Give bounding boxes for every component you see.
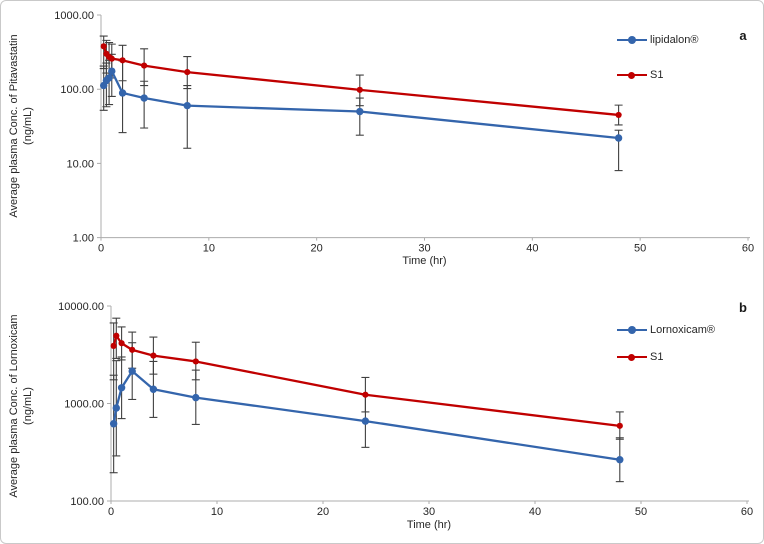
y-axis-tick-label: 100.00 <box>70 496 104 508</box>
x-axis-tick-label: 10 <box>211 506 223 518</box>
s1-data-point-marker <box>616 422 623 429</box>
s1-data-point-marker <box>110 342 117 349</box>
y-axis-tick-label: 100.00 <box>60 84 94 96</box>
s1-data-point-marker <box>118 340 125 347</box>
x-axis-tick-label: 50 <box>634 243 646 255</box>
chart-a-y-axis-title: Average plasma Conc. of Pitavastatin (ng… <box>7 6 35 246</box>
lornoxicam-data-point-marker <box>361 417 370 425</box>
chart-b-x-axis-title: Time (hr) <box>406 519 452 531</box>
chart-b-plot-area: 10000.00 1000.00 100.00 0 10 20 30 40 50 60 <box>58 301 753 518</box>
y-axis-tick-label: 1000.00 <box>54 10 94 22</box>
chart-a-y-axis-title-line1: Average plasma Conc. of Pitavastatin <box>8 34 20 218</box>
x-axis-tick-label: 0 <box>108 506 114 518</box>
legend-item-s1-b: S1 <box>617 350 663 364</box>
s1-data-point-marker <box>184 69 191 76</box>
panel-a-letter: a <box>739 28 747 43</box>
legend-label-lipidalon: lipidalon® <box>650 34 699 46</box>
x-axis-tick-label: 10 <box>203 243 215 255</box>
lipidalon-data-point-marker <box>140 94 148 102</box>
chart-b-y-axis-title: Average plasma Conc. of Lornoxicam (ng/m… <box>7 286 35 526</box>
s1-data-point-marker <box>356 86 363 93</box>
legend-label-lornoxicam: Lornoxicam® <box>650 324 715 336</box>
y-axis-tick-label: 10000.00 <box>58 301 104 313</box>
y-axis-tick-label: 1.00 <box>73 233 94 245</box>
x-axis-tick-label: 30 <box>418 243 430 255</box>
lornoxicam-data-point-marker <box>112 404 121 412</box>
legend-item-lipidalon: lipidalon® <box>617 33 698 47</box>
s1-data-point-marker <box>129 346 136 353</box>
panel-b-letter: b <box>739 300 747 315</box>
s1-data-point-marker <box>141 62 148 69</box>
x-axis-tick-label: 60 <box>741 506 753 518</box>
panel-b: 10000.00 1000.00 100.00 0 10 20 30 40 50 60 Avera… <box>1 273 763 543</box>
x-axis-tick-label: 50 <box>635 506 647 518</box>
s1-data-point-marker <box>362 391 369 398</box>
lipidalon-data-point-marker <box>614 134 623 142</box>
lipidalon-data-point-marker <box>118 89 127 97</box>
x-axis-tick-label: 20 <box>311 243 323 255</box>
s1-data-point-marker <box>615 111 622 119</box>
chart-a-y-axis-title-line2: (ng/mL) <box>22 107 34 145</box>
lornoxicam-data-point-marker <box>117 384 126 392</box>
s1-data-point-marker <box>113 332 120 339</box>
s1-data-point-marker <box>192 358 199 365</box>
s1-data-point-marker <box>100 43 107 50</box>
legend-item-lornoxicam: Lornoxicam® <box>617 323 715 337</box>
s1-b-legend-marker-icon <box>617 350 647 364</box>
x-axis-tick-label: 20 <box>317 506 329 518</box>
lipidalon-data-point-marker <box>356 107 364 116</box>
x-axis-tick-label: 30 <box>423 506 435 518</box>
panel-a: 1000.00 100.00 10.00 1.00 0 10 20 30 40 50 60 Aver… <box>1 1 763 273</box>
s1-data-point-marker <box>119 57 126 64</box>
lipidalon-series-line <box>102 70 620 140</box>
s1-a-legend-marker-icon <box>617 68 647 82</box>
lornoxicam-data-point-marker <box>149 385 158 393</box>
legend-item-s1-a: S1 <box>617 68 663 82</box>
lornoxicam-data-point-marker <box>109 420 118 428</box>
x-axis-tick-label: 0 <box>98 243 104 255</box>
lipidalon-data-point-marker <box>183 101 191 110</box>
lipidalon-data-point-marker <box>108 67 116 75</box>
lornoxicam-legend-marker-icon <box>617 323 647 337</box>
lornoxicam-data-point-marker <box>616 456 624 464</box>
s1-data-point-marker <box>108 55 115 62</box>
lornoxicam-data-point-marker <box>128 367 136 375</box>
x-axis-tick-label: 40 <box>529 506 541 518</box>
y-axis-tick-label: 1000.00 <box>64 399 104 411</box>
s1-data-point-marker <box>150 352 157 359</box>
x-axis-tick-label: 40 <box>526 243 538 255</box>
legend-label-s1-b: S1 <box>650 351 664 363</box>
x-axis-tick-label: 60 <box>742 243 754 255</box>
chart-b-y-axis-title-line1: Average plasma Conc. of Lornoxicam <box>8 314 20 498</box>
y-axis-tick-label: 10.00 <box>66 158 94 170</box>
lornoxicam-data-point-marker <box>192 393 200 402</box>
chart-a-x-axis-title: Time (hr) <box>402 255 447 267</box>
chart-a-plot-area: 1000.00 100.00 10.00 1.00 0 10 20 30 40 50 60 <box>54 10 754 255</box>
chart-b-y-axis-title-line2: (ng/mL) <box>22 387 34 425</box>
lipidalon-data-point-marker <box>105 74 113 82</box>
lipidalon-legend-marker-icon <box>617 33 647 47</box>
legend-label-s1-a: S1 <box>650 69 664 81</box>
